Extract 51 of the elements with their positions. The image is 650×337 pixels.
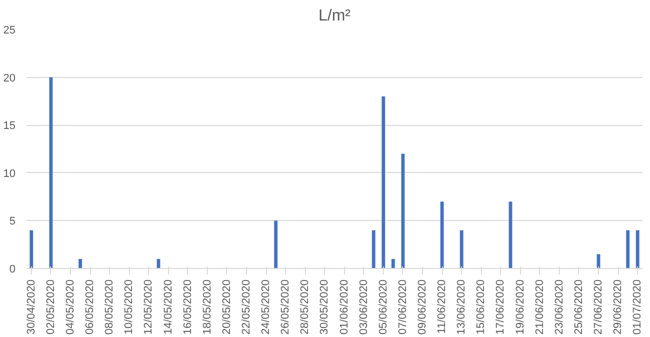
x-tick-label: 16/05/2020 [182,279,194,335]
y-tick-label: 0 [9,264,16,276]
bar [460,230,464,268]
x-tick-label: 06/05/2020 [84,279,96,335]
x-tick-label: 22/05/2020 [240,279,252,335]
bar [30,230,34,268]
y-tick-label: 25 [3,24,16,36]
y-tick-label: 20 [3,72,16,84]
x-tick-label: 26/05/2020 [280,279,292,335]
x-tick-label: 24/05/2020 [260,279,272,335]
bar [626,230,630,268]
x-tick-label: 14/05/2020 [162,279,174,335]
bar [636,230,640,268]
x-tick-label: 05/06/2020 [377,279,390,335]
x-tick-label: 13/06/2020 [456,279,468,335]
x-tick-label: 01/06/2020 [338,279,350,335]
bar [401,154,405,268]
x-tick-label: 01/07/2020 [632,279,644,335]
y-tick-label: 5 [9,216,16,228]
x-tick-label: 30/04/2020 [25,279,38,335]
x-tick-label: 11/06/2020 [436,279,448,334]
x-tick-label: 29/06/2020 [612,279,624,335]
x-tick-label: 02/05/2020 [44,279,57,335]
x-tick-label: 08/05/2020 [104,279,116,335]
x-tick-label: 20/05/2020 [220,279,233,335]
x-tick-label: 30/05/2020 [318,279,331,335]
x-tick-label: 07/06/2020 [396,279,409,335]
bar [382,96,386,268]
x-tick-label: 17/06/2020 [494,279,507,335]
bar [49,77,53,268]
x-tick-label: 12/05/2020 [142,279,155,335]
y-tick-label: 10 [3,168,16,180]
bar [440,202,444,268]
x-tick-label: 23/06/2020 [553,279,566,335]
bar [391,258,395,268]
x-tick-label: 28/05/2020 [299,279,312,335]
x-tick-label: 18/05/2020 [201,279,214,335]
x-tick-label: 19/06/2020 [514,279,526,335]
x-tick-label: 03/06/2020 [358,279,370,335]
x-tick-label: 09/06/2020 [416,279,428,335]
chart-title: L/m² [318,8,352,24]
x-tick-label: 10/05/2020 [123,279,136,335]
x-tick-label: 27/06/2020 [592,279,604,335]
y-tick-label: 15 [3,120,16,132]
bar [274,220,278,268]
bar [78,258,82,268]
x-tick-label: 04/05/2020 [64,279,76,335]
bar [372,230,376,268]
x-tick-label: 15/06/2020 [475,279,488,335]
x-tick-label: 21/06/2020 [534,279,546,335]
x-tick-label: 25/06/2020 [572,279,585,335]
